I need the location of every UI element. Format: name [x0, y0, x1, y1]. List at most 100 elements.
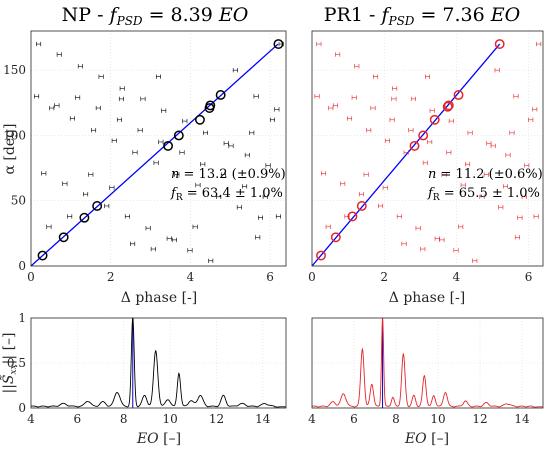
scatter-point	[54, 103, 60, 108]
scatter-point	[378, 203, 384, 209]
scatter-point	[130, 241, 136, 247]
xtick-label: 8	[120, 412, 128, 426]
np-spectrum-xlabel: EO [–]	[136, 431, 181, 447]
scatter-point	[192, 224, 198, 230]
scatter-point	[472, 258, 478, 263]
highlighted-point	[194, 114, 205, 125]
pr1-spectrum-xlabel: EO [–]	[404, 431, 449, 447]
np-spectrum-grid	[30, 317, 286, 409]
scatter-point	[67, 214, 73, 219]
np-ytick-labels: 0 50 100 150	[3, 63, 26, 273]
pr1-fr-annotation: fR = 65.5 ± 1.0%	[427, 186, 540, 203]
scatter-point	[424, 74, 431, 79]
scatter-point	[220, 172, 226, 177]
scatter-point	[536, 41, 542, 47]
scatter-point	[340, 181, 346, 186]
scatter-point	[75, 95, 81, 100]
highlighted-point	[442, 101, 453, 112]
scatter-point	[236, 205, 242, 210]
scatter-point	[458, 224, 464, 230]
highlighted-point	[58, 232, 69, 243]
scatter-point	[179, 150, 185, 155]
scatter-point	[448, 118, 454, 124]
pr1-spectrum-panel: 4 6 8 10 12 14 EO [–]	[308, 317, 544, 447]
scatter-point	[216, 194, 222, 200]
xtick-label: 10	[430, 412, 445, 426]
highlighted-point	[37, 250, 48, 261]
pr1-spectrum-xtick-labels: 4 6 8 10 12 14	[308, 412, 530, 426]
scatter-point	[109, 185, 115, 190]
pr1-title: PR1 - fPSD = 7.36 EO	[324, 4, 521, 28]
scatter-point	[95, 105, 101, 111]
np-spectrum-ytick-labels: 00.51	[7, 311, 26, 415]
np-spectrum-xtick-labels: 4 6 8 10 12 14	[27, 412, 271, 426]
scatter-point	[483, 172, 489, 177]
np-fit-line	[30, 43, 279, 267]
scatter-point	[242, 184, 248, 189]
scatter-point	[401, 241, 407, 247]
np-xlabel: Δ phase [-]	[121, 290, 197, 306]
highlighted-point	[92, 200, 103, 211]
xtick-label: 6	[350, 412, 358, 426]
scatter-point	[441, 172, 447, 177]
scatter-point	[269, 117, 275, 122]
scatter-point	[249, 130, 255, 136]
scatter-point	[465, 161, 471, 167]
scatter-point	[453, 248, 459, 253]
scatter-point	[332, 103, 338, 108]
xtick-label: 2	[380, 270, 388, 284]
np-scatter-panel: NP - fPSD = 8.39 EO 0 2 4 6 0 50 100 150 Δ pha…	[2, 4, 287, 306]
scatter-point	[166, 236, 172, 241]
scatter-point	[358, 191, 364, 197]
scatter-point	[174, 172, 180, 177]
pr1-points	[314, 41, 542, 263]
np-fr-annotation: fR = 63.4 ± 1.0%	[170, 186, 283, 203]
xtick-label: 12	[472, 412, 487, 426]
scatter-point	[532, 107, 538, 112]
scatter-point	[98, 74, 104, 79]
scatter-point	[363, 172, 369, 177]
xtick-label: 14	[255, 412, 271, 426]
xtick-label: 6	[74, 412, 82, 426]
np-grid	[30, 31, 286, 267]
scatter-point	[354, 64, 360, 69]
xtick-label: 10	[162, 412, 177, 426]
scatter-point	[132, 150, 138, 155]
scatter-point	[351, 95, 357, 100]
highlighted-point	[173, 130, 184, 141]
np-ylabel: α [deg]	[2, 123, 18, 174]
scatter-point	[88, 172, 94, 177]
xtick-label: 0	[27, 270, 35, 284]
scatter-point	[335, 52, 341, 57]
scatter-point	[415, 225, 421, 231]
scatter-point	[490, 143, 496, 149]
pr1-axes-box	[311, 30, 544, 267]
scatter-point	[244, 152, 250, 158]
scatter-point	[439, 237, 445, 243]
pr1-scatter-panel: PR1 - fPSD = 7.36 EO 0 2 4 6 Δ phase [-] n …	[308, 4, 544, 306]
scatter-point	[509, 130, 515, 136]
xtick-label: 0	[308, 270, 316, 284]
ytick-label: 0	[18, 259, 26, 273]
scatter-point	[429, 108, 435, 113]
scatter-point	[262, 194, 268, 200]
scatter-point	[494, 67, 500, 73]
scatter-point	[255, 235, 261, 240]
scatter-point	[347, 116, 353, 121]
scatter-point	[111, 138, 117, 143]
pr1-xtick-labels: 0 2 4 6	[308, 270, 532, 284]
highlighted-point	[418, 130, 429, 141]
scatter-point	[49, 105, 55, 111]
scatter-point	[314, 94, 320, 99]
scatter-point	[145, 225, 151, 231]
scatter-point	[479, 194, 485, 200]
scatter-point	[140, 96, 146, 102]
scatter-point	[275, 214, 281, 219]
scatter-point	[533, 214, 539, 219]
pr1-highlighted-points	[316, 39, 505, 261]
scatter-point	[153, 160, 159, 166]
scatter-point	[41, 171, 47, 176]
scatter-point	[517, 215, 523, 220]
np-n-annotation: n = 13.2 (±0.9%)	[171, 167, 286, 182]
